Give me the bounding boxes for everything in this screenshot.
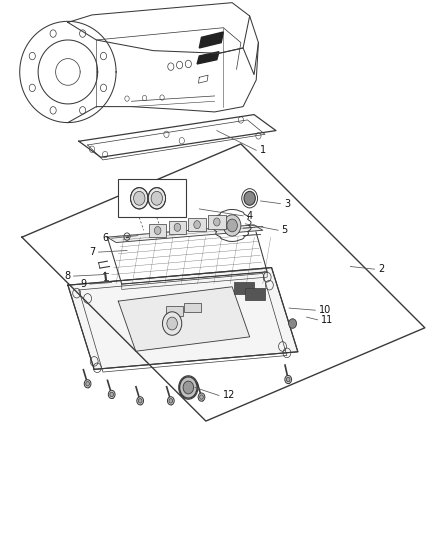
FancyBboxPatch shape bbox=[234, 282, 254, 294]
Circle shape bbox=[200, 395, 203, 399]
FancyBboxPatch shape bbox=[184, 303, 201, 312]
Circle shape bbox=[110, 392, 113, 397]
Polygon shape bbox=[199, 32, 223, 48]
Circle shape bbox=[151, 191, 162, 205]
Circle shape bbox=[86, 382, 89, 386]
Text: 12: 12 bbox=[223, 391, 235, 400]
FancyBboxPatch shape bbox=[149, 224, 166, 237]
Circle shape bbox=[194, 221, 200, 229]
Text: 5: 5 bbox=[282, 225, 288, 235]
Circle shape bbox=[223, 215, 241, 236]
Text: 7: 7 bbox=[89, 247, 95, 257]
FancyBboxPatch shape bbox=[188, 218, 206, 231]
FancyBboxPatch shape bbox=[245, 288, 265, 300]
Text: 4: 4 bbox=[247, 211, 253, 221]
Circle shape bbox=[214, 218, 220, 226]
Circle shape bbox=[198, 393, 205, 401]
Circle shape bbox=[137, 397, 144, 405]
Circle shape bbox=[244, 191, 255, 205]
Text: 11: 11 bbox=[321, 315, 333, 325]
Circle shape bbox=[180, 377, 197, 398]
Polygon shape bbox=[118, 287, 250, 351]
Polygon shape bbox=[68, 268, 298, 369]
Circle shape bbox=[162, 312, 182, 335]
FancyBboxPatch shape bbox=[166, 306, 183, 316]
Text: 1: 1 bbox=[260, 146, 266, 155]
FancyBboxPatch shape bbox=[118, 179, 186, 217]
Circle shape bbox=[289, 319, 297, 328]
Circle shape bbox=[134, 191, 145, 205]
FancyBboxPatch shape bbox=[208, 215, 226, 229]
Circle shape bbox=[167, 397, 174, 405]
Circle shape bbox=[174, 223, 180, 231]
Circle shape bbox=[169, 399, 173, 403]
Text: 6: 6 bbox=[102, 233, 108, 243]
Circle shape bbox=[286, 377, 290, 382]
Polygon shape bbox=[197, 52, 219, 64]
Text: 10: 10 bbox=[319, 305, 331, 315]
Text: 3: 3 bbox=[284, 199, 290, 208]
Text: 9: 9 bbox=[80, 279, 86, 289]
Circle shape bbox=[167, 317, 177, 330]
Text: 8: 8 bbox=[64, 271, 70, 281]
Circle shape bbox=[148, 188, 166, 209]
Text: 2: 2 bbox=[378, 264, 384, 274]
Polygon shape bbox=[107, 225, 263, 243]
FancyBboxPatch shape bbox=[169, 221, 186, 234]
Circle shape bbox=[138, 399, 142, 403]
Circle shape bbox=[227, 219, 237, 232]
Circle shape bbox=[183, 381, 194, 394]
Circle shape bbox=[84, 379, 91, 388]
Circle shape bbox=[154, 227, 161, 235]
Circle shape bbox=[108, 390, 115, 399]
Circle shape bbox=[285, 375, 292, 384]
Circle shape bbox=[131, 188, 148, 209]
